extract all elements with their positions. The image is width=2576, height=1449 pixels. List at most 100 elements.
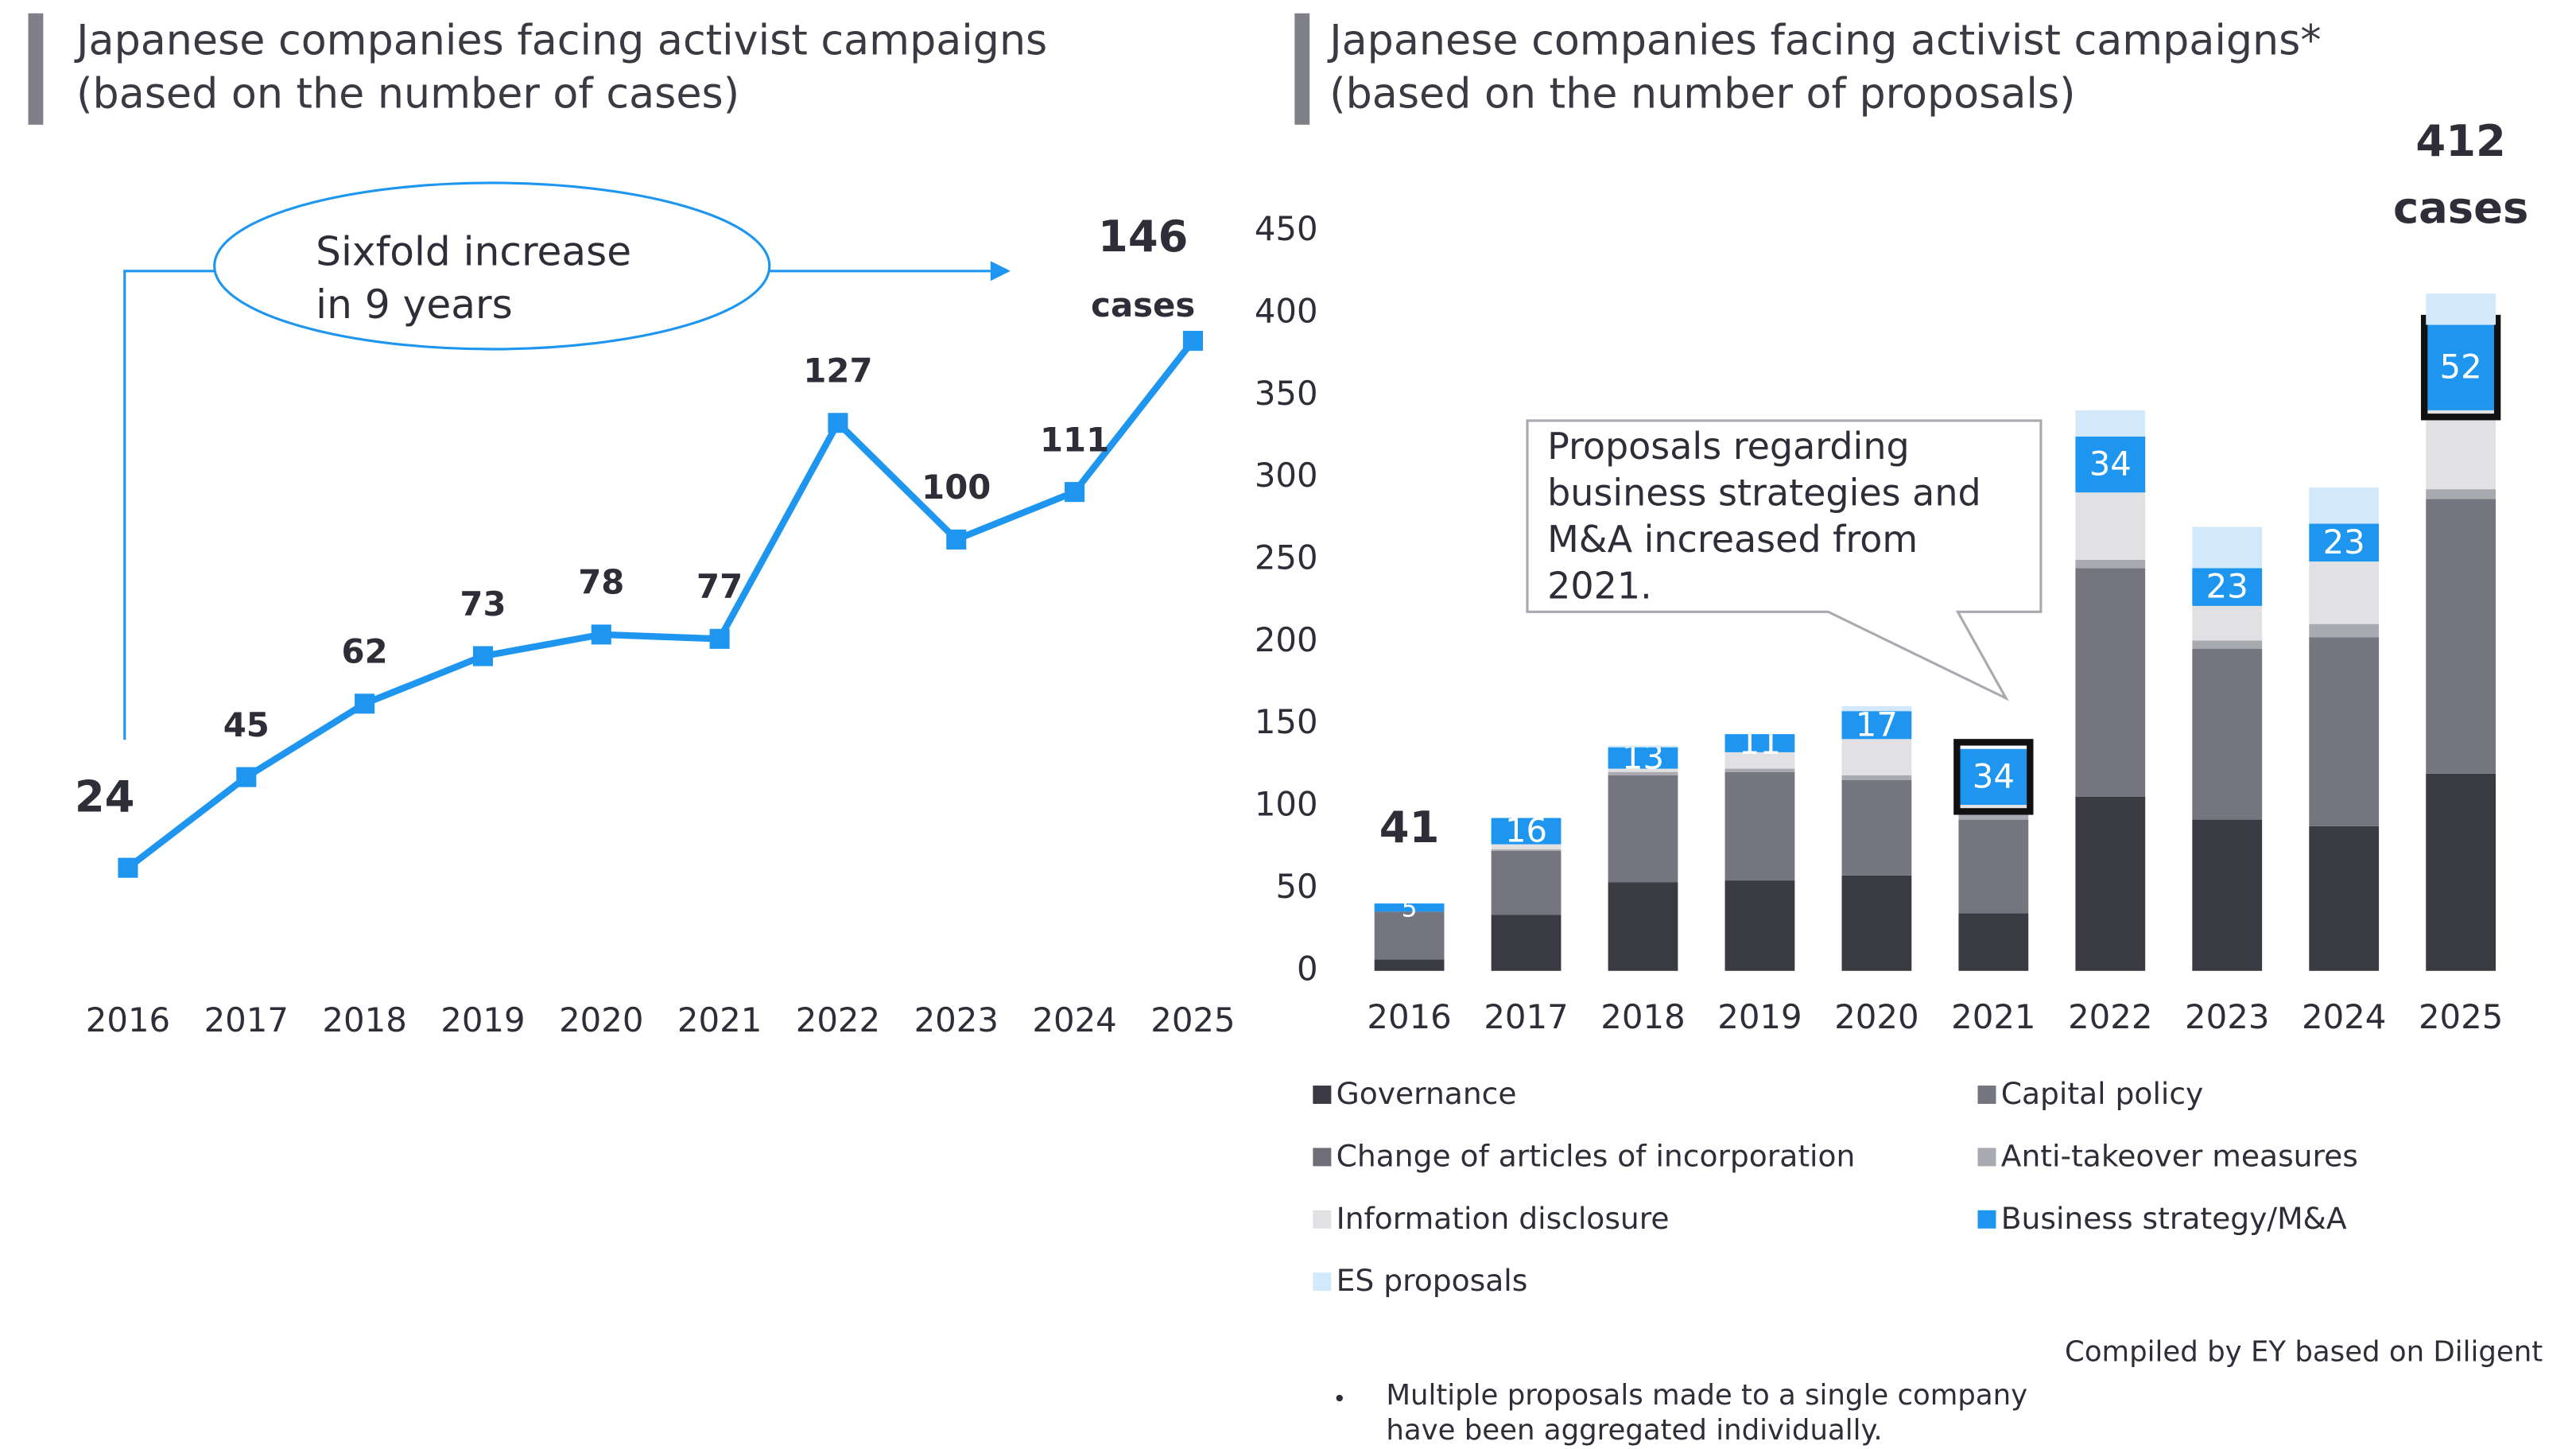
- x-tick-label: 2018: [322, 1000, 406, 1039]
- bar-segment: [2426, 324, 2496, 410]
- bar-segment: [1491, 849, 1562, 851]
- legend-swatch: [1313, 1148, 1332, 1167]
- legend-label: Anti-takeover measures: [2001, 1138, 2358, 1173]
- x-tick-label: 2016: [86, 1000, 170, 1039]
- x-tick-label: 2020: [559, 1000, 643, 1039]
- chart-subtitle: (based on the number of cases): [76, 70, 739, 118]
- point: [709, 628, 730, 649]
- annotation: Proposals regarding: [1547, 425, 1910, 468]
- bar-segment: [2426, 499, 2496, 774]
- legend-swatch: [1313, 1086, 1332, 1105]
- annotation: Sixfold increase: [316, 227, 631, 274]
- bar-segment: [1841, 775, 1912, 781]
- legend-label: Capital policy: [2001, 1076, 2204, 1111]
- point: [355, 693, 375, 714]
- data-label: 77: [696, 567, 743, 606]
- x-tick-label: 2020: [1834, 997, 1918, 1036]
- x-tick-label: 2019: [1717, 997, 1802, 1036]
- bar-segment: [1374, 959, 1445, 971]
- data-label: 24: [75, 772, 135, 822]
- legend-label: ES proposals: [1336, 1263, 1528, 1298]
- annotation: 2021.: [1547, 565, 1652, 608]
- bracket-line: [123, 270, 216, 740]
- bar-segment: [1724, 734, 1795, 752]
- data-label: 5: [1402, 894, 1418, 923]
- bar-segment: [2309, 523, 2380, 562]
- line: [126, 338, 1196, 871]
- bar-segment: [1608, 768, 1678, 772]
- bar-segment: [1491, 844, 1562, 849]
- highlight-box: [1953, 739, 2034, 815]
- bar-segment: [2192, 526, 2263, 569]
- y-tick-label: 300: [1255, 456, 1318, 495]
- x-tick-label: 2023: [914, 1000, 999, 1039]
- data-label: 16: [1505, 811, 1547, 850]
- point: [118, 857, 138, 878]
- bar-segment: [2075, 436, 2146, 493]
- bar-segment: [2192, 568, 2263, 606]
- bar-segment: [1724, 771, 1795, 881]
- legend-label: Governance: [1336, 1076, 1517, 1111]
- bar-segment: [2192, 640, 2263, 649]
- arrow-head: [990, 261, 1011, 282]
- bar-segment: [1841, 875, 1912, 971]
- title-bar: [28, 13, 44, 125]
- data-label: 73: [460, 585, 506, 623]
- bar-segment: [1374, 903, 1445, 912]
- legend-swatch: [1977, 1086, 1996, 1105]
- point: [946, 529, 967, 550]
- x-tick-label: 2018: [1600, 997, 1685, 1036]
- bar-segment: [2309, 623, 2380, 638]
- data-label: 127: [803, 352, 872, 390]
- bar-segment: [1958, 748, 2029, 806]
- legend-swatch: [1313, 1210, 1332, 1229]
- footnote: Multiple proposals made to a single comp…: [1386, 1379, 2027, 1412]
- point: [828, 413, 848, 433]
- bar-segment: [1491, 915, 1562, 971]
- data-label: 17: [1856, 705, 1898, 744]
- y-tick-label: 100: [1255, 785, 1318, 824]
- data-label: 34: [1973, 756, 2015, 795]
- bar-segment: [2075, 568, 2146, 797]
- unit-label: cases: [1091, 286, 1195, 324]
- data-label: 100: [921, 468, 991, 507]
- y-tick-label: 200: [1255, 620, 1318, 659]
- bar-segment: [1608, 747, 1678, 769]
- bar-segment: [1608, 882, 1678, 971]
- legend-swatch: [1977, 1148, 1996, 1167]
- x-tick-label: 2019: [440, 1000, 525, 1039]
- annotation: business strategies and: [1547, 471, 1981, 514]
- bar-segment: [2309, 826, 2380, 971]
- x-tick-label: 2021: [677, 1000, 762, 1039]
- x-tick-label: 2022: [796, 1000, 880, 1039]
- bar-segment: [1491, 850, 1562, 915]
- x-tick-label: 2017: [204, 1000, 289, 1039]
- bar-segment: [2426, 293, 2496, 325]
- y-tick-label: 50: [1275, 867, 1317, 906]
- y-tick-label: 350: [1255, 374, 1318, 413]
- bar-segment: [2075, 492, 2146, 561]
- y-tick-label: 250: [1255, 538, 1318, 577]
- bar-segment: [2192, 819, 2263, 971]
- bar-segment: [1958, 913, 2029, 971]
- bar-segment: [1841, 739, 1912, 775]
- bar-segment: [1724, 752, 1795, 769]
- chart-subtitle: (based on the number of proposals): [1329, 70, 2075, 118]
- data-label: 45: [223, 705, 270, 744]
- total-label: 412: [2415, 116, 2505, 166]
- annotation: M&A increased from: [1547, 518, 1918, 561]
- bar-segment: [1724, 768, 1795, 772]
- point: [1065, 482, 1085, 503]
- chart-title: Japanese companies facing activist campa…: [74, 17, 1047, 64]
- x-tick-label: 2023: [2185, 997, 2269, 1036]
- bullet: [1336, 1394, 1343, 1402]
- point: [472, 646, 493, 666]
- x-tick-label: 2016: [1367, 997, 1451, 1036]
- bar-segment: [2075, 410, 2146, 437]
- bar-segment: [1841, 780, 1912, 876]
- data-label: 111: [1040, 420, 1109, 459]
- bar-segment: [1841, 705, 1912, 712]
- data-label: 34: [2089, 445, 2132, 484]
- y-tick-label: 0: [1297, 949, 1318, 988]
